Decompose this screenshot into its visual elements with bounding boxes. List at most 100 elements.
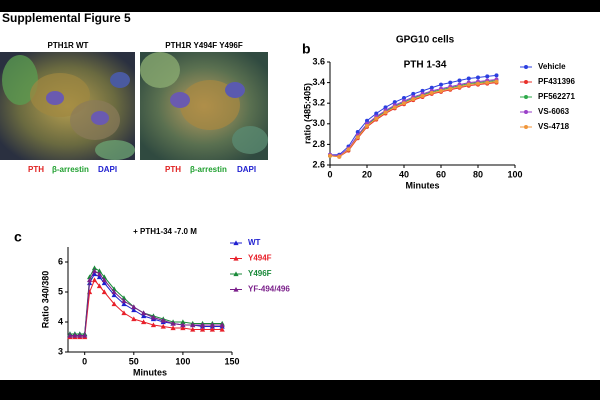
y-tick-label: 3.0: [312, 118, 325, 128]
marker: [209, 326, 215, 332]
micrograph: [140, 52, 268, 160]
marker: [121, 295, 127, 301]
marker: [485, 74, 490, 79]
legend-label: VS-4718: [538, 122, 570, 131]
marker: [141, 310, 147, 316]
series-line: [69, 270, 223, 336]
series-line: [330, 80, 497, 157]
marker: [448, 86, 453, 91]
marker: [494, 73, 499, 78]
chart-subtitle: PTH 1-34: [404, 60, 447, 71]
marker: [328, 153, 332, 158]
marker: [91, 265, 98, 271]
stain-label: β-arrestin: [52, 165, 89, 174]
marker: [82, 332, 88, 338]
image-title: PTH1R Y494F Y496F: [165, 41, 243, 50]
x-tick-label: 80: [473, 169, 483, 179]
panel-label: c: [14, 229, 22, 245]
marker: [457, 78, 462, 83]
marker: [96, 283, 103, 289]
legend-label: Vehicle: [538, 62, 566, 71]
marker: [199, 322, 206, 328]
marker: [402, 101, 406, 106]
marker: [233, 240, 239, 246]
marker: [524, 125, 528, 129]
image-title: PTH1R WT: [48, 41, 89, 50]
marker: [160, 317, 166, 323]
top-band: [0, 0, 600, 12]
marker: [141, 319, 147, 325]
x-axis-label: Minutes: [133, 367, 167, 377]
marker: [233, 286, 239, 292]
marker: [91, 268, 98, 274]
x-tick-label: 0: [327, 169, 332, 179]
marker: [466, 76, 471, 81]
marker: [131, 304, 137, 310]
y-axis-label: Ratio 340/380: [40, 271, 50, 329]
y-tick-label: 3.2: [312, 98, 325, 108]
marker: [96, 274, 103, 280]
marker: [199, 326, 206, 332]
marker: [411, 91, 416, 96]
marker: [402, 96, 406, 101]
marker: [101, 280, 107, 286]
legend-label: YF-494/496: [248, 285, 290, 294]
marker: [131, 316, 137, 322]
x-tick-label: 60: [436, 169, 446, 179]
marker: [392, 100, 397, 105]
marker: [111, 289, 117, 295]
marker: [190, 322, 196, 328]
stain-label: DAPI: [98, 165, 117, 174]
legend-label: Y496F: [248, 269, 272, 278]
marker: [392, 105, 397, 110]
marker: [111, 292, 117, 298]
marker: [524, 65, 528, 69]
marker: [209, 322, 215, 328]
marker: [160, 323, 166, 329]
marker: [374, 111, 379, 116]
marker: [96, 268, 103, 274]
marker: [87, 277, 93, 283]
x-tick-label: 20: [362, 169, 372, 179]
marker: [439, 82, 443, 87]
marker: [131, 307, 137, 313]
y-tick-label: 3.4: [312, 77, 325, 87]
marker: [150, 314, 157, 320]
y-tick-label: 3: [58, 346, 63, 356]
marker: [420, 93, 425, 98]
marker: [439, 88, 443, 93]
marker: [101, 289, 107, 295]
marker: [457, 84, 462, 89]
marker: [180, 319, 186, 325]
marker: [429, 90, 434, 95]
y-axis-label: ratio (485:405): [302, 83, 312, 144]
series-line: [330, 74, 497, 156]
marker: [420, 88, 425, 93]
marker: [111, 301, 117, 307]
marker: [383, 105, 388, 110]
marker: [365, 123, 369, 128]
stain-label: DAPI: [237, 165, 256, 174]
marker: [233, 271, 239, 277]
x-tick-label: 100: [175, 356, 190, 366]
marker: [355, 130, 360, 135]
y-tick-label: 2.8: [312, 139, 325, 149]
marker: [466, 82, 471, 87]
marker: [524, 80, 528, 84]
x-tick-label: 50: [129, 356, 139, 366]
legend-label: Y494F: [248, 254, 272, 263]
series-line: [69, 279, 223, 338]
marker: [91, 271, 98, 277]
marker: [121, 310, 127, 316]
marker: [121, 298, 127, 304]
marker: [233, 255, 239, 261]
marker: [121, 301, 127, 307]
legend-label: PF431396: [538, 77, 575, 86]
marker: [219, 326, 225, 332]
marker: [355, 135, 360, 140]
x-tick-label: 100: [507, 169, 522, 179]
marker: [180, 325, 186, 331]
marker: [476, 75, 480, 80]
marker: [383, 110, 388, 115]
marker: [91, 277, 98, 283]
